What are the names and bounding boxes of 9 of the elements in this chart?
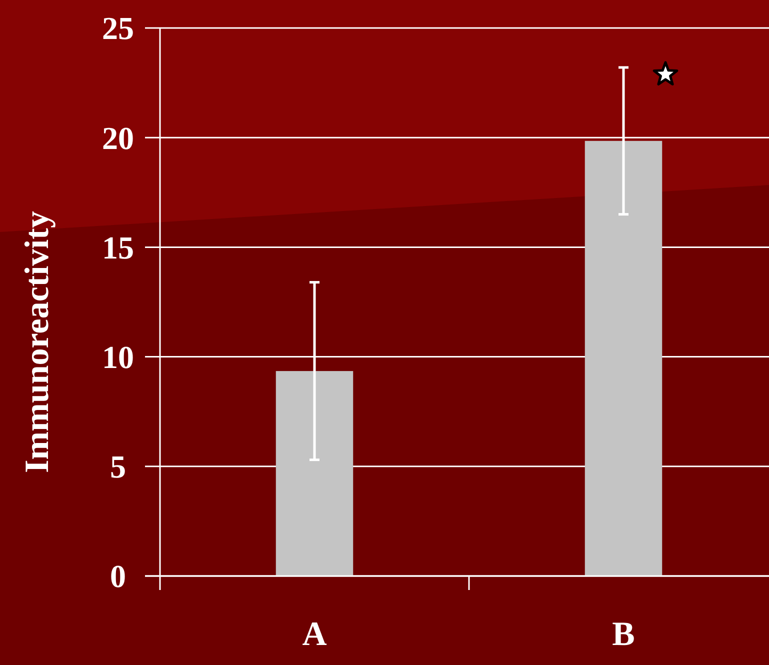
y-axis-title: Immunoreactivity — [19, 211, 56, 473]
y-tick-label: 25 — [102, 10, 134, 46]
x-tick-label: B — [612, 616, 635, 653]
x-tick-label: A — [302, 616, 328, 653]
y-tick-label: 20 — [102, 120, 134, 156]
y-tick-label: 10 — [102, 339, 134, 375]
y-tick-label: 15 — [102, 229, 134, 266]
y-tick-label: 5 — [110, 448, 126, 485]
y-tick-label: 0 — [110, 558, 126, 594]
